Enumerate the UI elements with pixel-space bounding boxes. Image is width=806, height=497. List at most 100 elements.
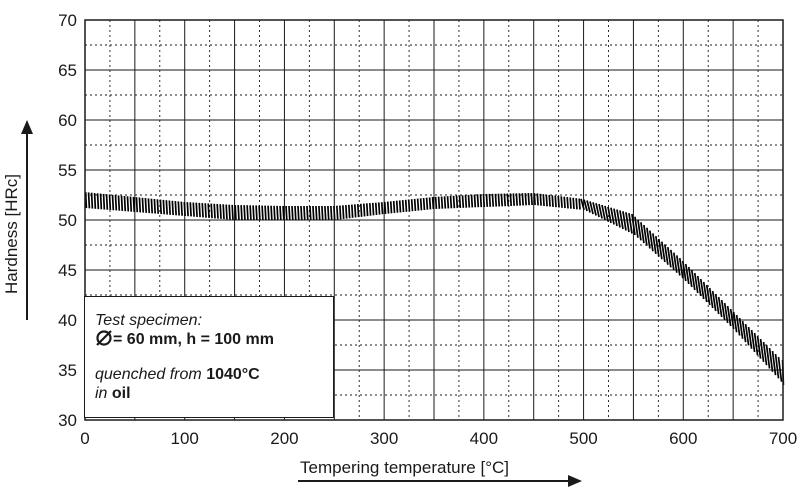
hardness-band-hatch	[678, 258, 684, 279]
hardness-band-hatch	[282, 205, 285, 221]
hardness-band-hatch	[108, 194, 112, 211]
hardness-band-hatch	[318, 205, 321, 221]
hardness-band-hatch	[264, 205, 267, 221]
hardness-band-hatch	[485, 193, 489, 207]
hardness-band-hatch	[488, 193, 492, 207]
hardness-band-hatch	[777, 356, 783, 382]
hardness-band-hatch	[696, 275, 702, 297]
y-tick-label: 55	[58, 161, 77, 180]
hardness-band-hatch	[557, 195, 560, 208]
hardness-band-hatch	[455, 195, 459, 209]
hardness-band-hatch	[631, 213, 636, 236]
hardness-band-hatch	[690, 269, 696, 291]
hardness-band-hatch	[681, 260, 687, 282]
hardness-band-hatch	[765, 344, 771, 369]
specimen-legend: Test specimen: = 60 mm, h = 100 mm quenc…	[84, 296, 334, 418]
hardness-band-hatch	[342, 205, 345, 219]
hardness-band-hatch	[413, 198, 417, 211]
hardness-band-hatch	[315, 205, 318, 221]
hardness-band-hatch	[539, 193, 542, 206]
hardness-band-hatch	[303, 205, 306, 221]
hardness-band-hatch	[129, 196, 133, 212]
diameter-symbol-icon	[96, 330, 112, 346]
hardness-band-hatch	[554, 195, 557, 208]
hardness-band-hatch	[105, 194, 109, 210]
hardness-band-hatch	[297, 205, 300, 221]
hardness-band-hatch	[237, 205, 240, 221]
hardness-band-hatch	[637, 219, 642, 241]
hardness-band-hatch	[383, 201, 387, 214]
hardness-band-hatch	[428, 197, 432, 210]
hardness-band-hatch	[419, 198, 423, 211]
hardness-band-hatch	[616, 209, 621, 228]
hardness-band-hatch	[425, 197, 429, 210]
y-tick-label: 50	[58, 211, 77, 230]
hardness-band-hatch	[198, 202, 201, 218]
hardness-band-hatch	[330, 205, 333, 221]
hardness-band-hatch	[300, 205, 303, 221]
hardness-band-hatch	[398, 200, 402, 213]
hardness-band-hatch	[404, 199, 408, 212]
hardness-band-hatch	[768, 347, 774, 372]
hardness-band-hatch	[666, 246, 672, 268]
hardness-band-hatch	[774, 353, 780, 379]
hardness-band-hatch	[578, 198, 581, 210]
x-tick-label: 0	[80, 429, 89, 448]
y-tick-label: 60	[58, 111, 77, 130]
hardness-band-hatch	[431, 197, 435, 210]
hardness-band-hatch	[386, 201, 390, 214]
hardness-band-hatch	[452, 195, 456, 209]
hardness-band-hatch	[90, 192, 94, 209]
hardness-band-hatch	[255, 205, 258, 221]
hardness-band-hatch	[324, 205, 327, 221]
hardness-band-hatch	[123, 195, 127, 212]
hardness-band-hatch	[147, 198, 151, 214]
hardness-band-hatch	[162, 199, 166, 215]
hardness-band-hatch	[738, 317, 744, 339]
hardness-band-hatch	[401, 200, 405, 213]
x-axis-label: Tempering temperature [°C]	[300, 458, 509, 477]
hardness-band-hatch	[693, 272, 699, 294]
hardness-band-hatch	[165, 200, 169, 215]
hardness-band-hatch	[359, 203, 363, 217]
hardness-band-hatch	[482, 193, 486, 208]
hardness-band-hatch	[231, 204, 234, 220]
hardness-band-hatch	[273, 205, 276, 221]
hardness-band-hatch	[159, 199, 163, 215]
hardness-band-hatch	[440, 196, 444, 209]
hardness-band-hatch	[291, 205, 294, 221]
hardness-band-hatch	[389, 201, 393, 214]
hardness-band-hatch	[494, 193, 498, 207]
hardness-band-hatch	[270, 205, 273, 221]
legend-medium-line: in oil	[95, 384, 333, 403]
hardness-band-hatch	[243, 205, 246, 221]
hardness-band-hatch	[756, 335, 762, 359]
x-axis-ticks: 0 100 200 300 400 500 600 700	[80, 429, 797, 448]
hardness-band-hatch	[687, 266, 693, 288]
hardness-band-hatch	[395, 200, 399, 213]
hardness-band-hatch	[458, 195, 462, 209]
hardness-band-hatch	[120, 195, 124, 212]
hardness-band-hatch	[515, 193, 519, 206]
x-tick-label: 700	[769, 429, 797, 448]
hardness-band-hatch	[111, 194, 115, 211]
hardness-band-hatch	[524, 193, 527, 206]
hardness-band-hatch	[622, 211, 627, 231]
hardness-band-hatch	[661, 241, 666, 263]
hardness-band-hatch	[619, 210, 624, 230]
hardness-band-hatch	[726, 305, 732, 327]
hardness-band-hatch	[491, 193, 495, 207]
hardness-band-hatch	[461, 195, 465, 208]
hardness-band-hatch	[150, 198, 154, 214]
hardness-band-hatch	[536, 193, 539, 206]
hardness-band-hatch	[711, 290, 717, 312]
hardness-band-hatch	[246, 205, 249, 221]
hardness-band-hatch	[371, 202, 375, 216]
hardness-band-hatch	[96, 193, 100, 210]
hardness-band-hatch	[613, 208, 618, 227]
hardness-band-hatch	[392, 200, 396, 214]
hardness-band-hatch	[210, 203, 213, 219]
hardness-band-hatch	[655, 235, 660, 257]
hardness-band-hatch	[312, 205, 315, 221]
